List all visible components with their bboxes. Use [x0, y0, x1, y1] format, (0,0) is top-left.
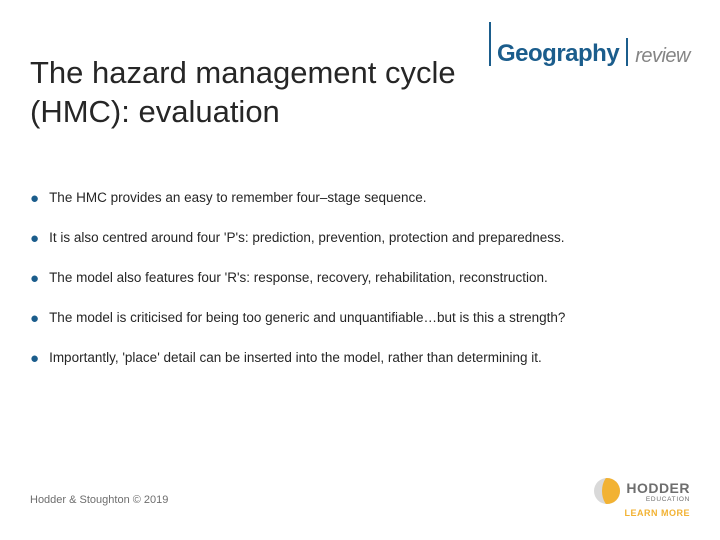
list-item: ● Importantly, 'place' detail can be ins… [30, 350, 690, 366]
publisher-logo: HODDER EDUCATION LEARN MORE [594, 478, 690, 518]
logo-review: review [635, 46, 690, 66]
logo-divider-icon [489, 22, 491, 66]
publisher-mark: HODDER EDUCATION [594, 478, 690, 504]
list-item: ● The HMC provides an easy to remember f… [30, 190, 690, 206]
bullet-icon: ● [30, 351, 39, 366]
publisher-subname: EDUCATION [626, 496, 690, 503]
bullet-icon: ● [30, 191, 39, 206]
logo-divider-icon [626, 38, 628, 66]
slide: Geography review The hazard management c… [0, 0, 720, 540]
list-item: ● It is also centred around four 'P's: p… [30, 230, 690, 246]
publisher-tagline: LEARN MORE [594, 508, 690, 518]
bullet-text: It is also centred around four 'P's: pre… [49, 230, 564, 245]
bullet-text: The model also features four 'R's: respo… [49, 270, 548, 285]
publisher-name-block: HODDER EDUCATION [626, 480, 690, 503]
bullet-icon: ● [30, 311, 39, 326]
bullet-icon: ● [30, 271, 39, 286]
list-item: ● The model also features four 'R's: res… [30, 270, 690, 286]
publisher-name: HODDER [626, 480, 690, 496]
logo-geography: Geography [497, 42, 619, 66]
bullet-list: ● The HMC provides an easy to remember f… [30, 190, 690, 390]
bullet-text: The HMC provides an easy to remember fou… [49, 190, 426, 205]
bullet-icon: ● [30, 231, 39, 246]
swirl-icon [594, 478, 620, 504]
footer-copyright: Hodder & Stoughton © 2019 [30, 494, 168, 506]
bullet-text: The model is criticised for being too ge… [49, 310, 565, 325]
list-item: ● The model is criticised for being too … [30, 310, 690, 326]
header-logo: Geography review [489, 22, 690, 66]
bullet-text: Importantly, 'place' detail can be inser… [49, 350, 542, 365]
page-title: The hazard management cycle (HMC): evalu… [30, 54, 460, 132]
